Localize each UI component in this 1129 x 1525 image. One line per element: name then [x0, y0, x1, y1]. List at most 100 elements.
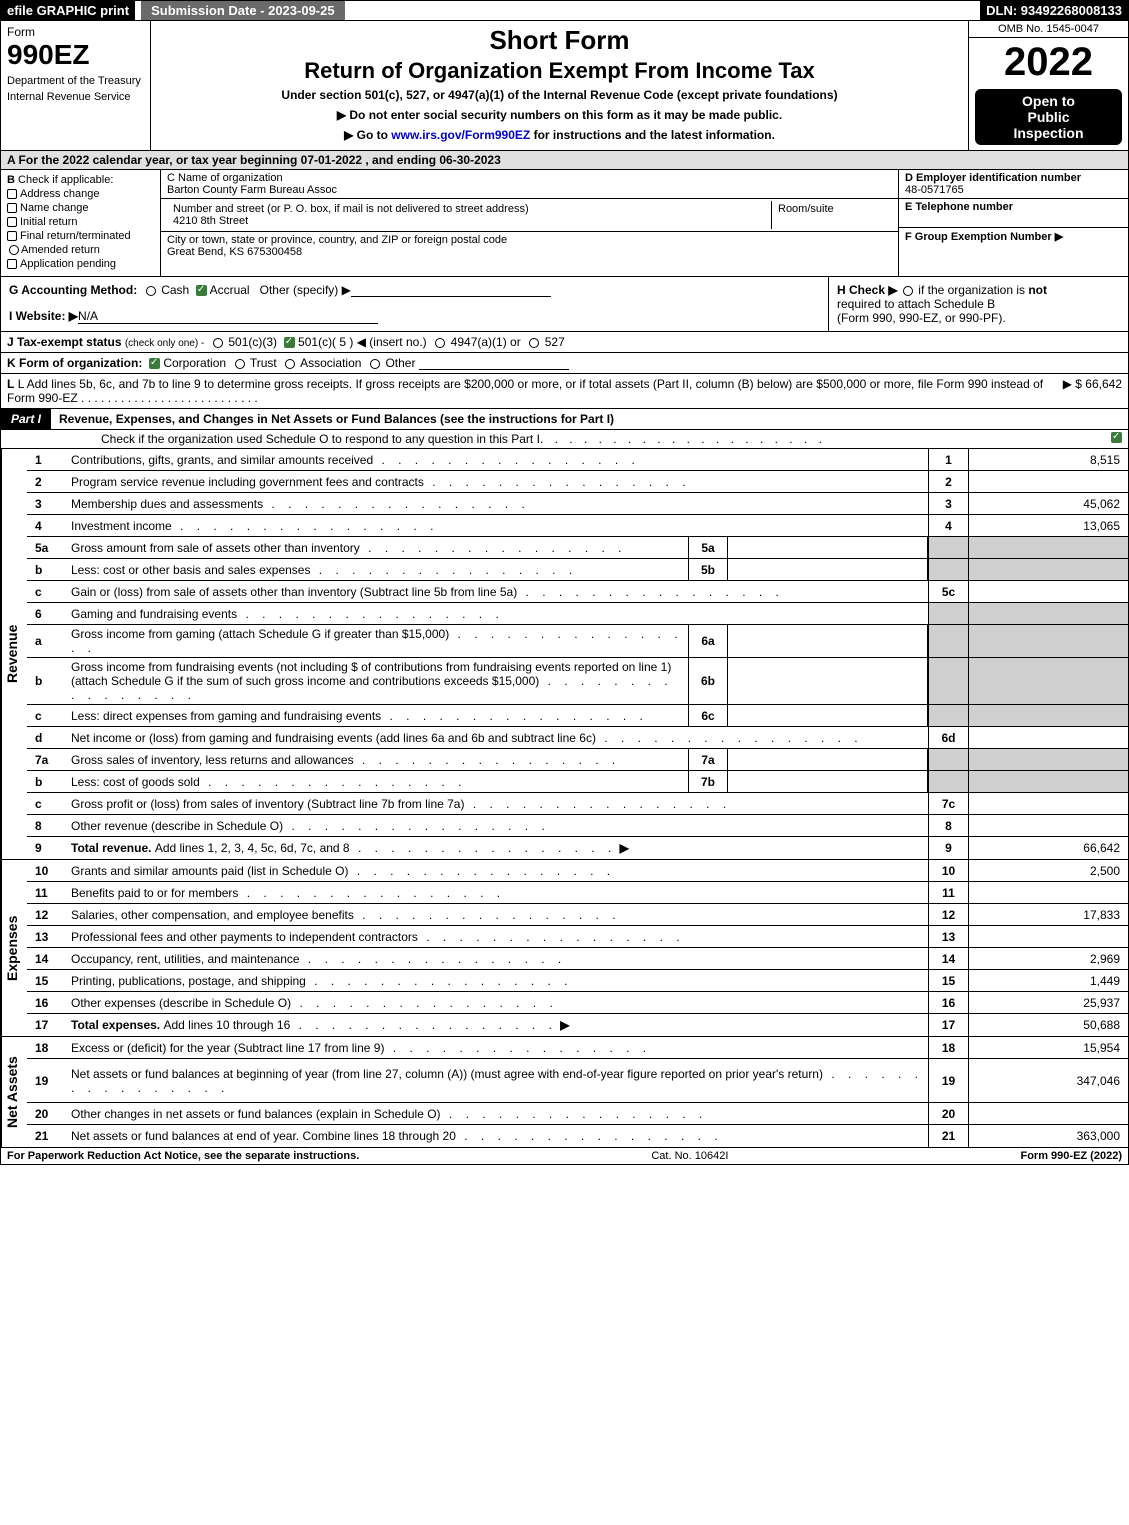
table-row: 20Other changes in net assets or fund ba…	[27, 1103, 1128, 1125]
j-sub: (check only one) -	[125, 338, 204, 349]
row-description: Total expenses. Add lines 10 through 16 …	[67, 1016, 928, 1034]
row-number: d	[27, 729, 67, 747]
row-number: b	[27, 773, 67, 791]
radio-icon[interactable]	[435, 338, 445, 348]
row-number: 20	[27, 1105, 67, 1123]
header-center: Short Form Return of Organization Exempt…	[151, 21, 968, 150]
checkbox-checked-icon[interactable]	[149, 358, 160, 369]
check-name-change: Name change	[7, 202, 154, 214]
radio-icon[interactable]	[285, 359, 295, 369]
col-b: B Check if applicable: Address change Na…	[1, 170, 161, 276]
table-row: aGross income from gaming (attach Schedu…	[27, 625, 1128, 658]
amount-value: 50,688	[968, 1014, 1128, 1036]
row-description: Gain or (loss) from sale of assets other…	[67, 583, 928, 601]
amount-grey	[968, 603, 1128, 624]
footer-center: Cat. No. 10642I	[651, 1150, 728, 1162]
row-description: Occupancy, rent, utilities, and maintena…	[67, 950, 928, 968]
amount-value: 17,833	[968, 904, 1128, 925]
table-row: 4Investment income . . . . . . . . . . .…	[27, 515, 1128, 537]
row-description: Total revenue. Add lines 1, 2, 3, 4, 5c,…	[67, 839, 928, 857]
instr2-pre: ▶ Go to	[344, 128, 391, 142]
row-number: 21	[27, 1127, 67, 1145]
amount-value	[968, 882, 1128, 903]
checkbox-checked-icon[interactable]	[1111, 432, 1122, 443]
accrual-label: Accrual	[210, 283, 250, 297]
row-description: Benefits paid to or for members . . . . …	[67, 884, 928, 902]
org-name: Barton County Farm Bureau Assoc	[167, 184, 892, 196]
radio-icon[interactable]	[370, 359, 380, 369]
part1-sub: Check if the organization used Schedule …	[0, 430, 1129, 449]
row-description: Excess or (deficit) for the year (Subtra…	[67, 1039, 928, 1057]
checkbox-icon[interactable]	[7, 189, 17, 199]
f-label: F Group Exemption Number ▶	[905, 230, 1122, 243]
radio-icon[interactable]	[213, 338, 223, 348]
j-label: J Tax-exempt status	[7, 335, 122, 349]
k-trust: Trust	[250, 356, 277, 370]
row-description: Gaming and fundraising events . . . . . …	[67, 605, 928, 623]
footer: For Paperwork Reduction Act Notice, see …	[0, 1148, 1129, 1165]
checkbox-icon[interactable]	[7, 231, 17, 241]
dln-label: DLN: 93492268008133	[980, 1, 1128, 20]
row-description: Other changes in net assets or fund bala…	[67, 1105, 928, 1123]
d-label: D Employer identification number	[905, 172, 1122, 184]
row-number: c	[27, 707, 67, 725]
amount-value	[968, 581, 1128, 602]
amount-value: 15,954	[968, 1037, 1128, 1058]
header-block: Form 990EZ Department of the Treasury In…	[0, 21, 1129, 151]
radio-icon[interactable]	[9, 245, 19, 255]
part1-label: Part I	[1, 409, 51, 429]
open-public-badge: Open to Public Inspection	[975, 89, 1122, 145]
row-description: Grants and similar amounts paid (list in…	[67, 862, 928, 880]
row-description: Gross sales of inventory, less returns a…	[67, 751, 688, 769]
amount-value	[968, 926, 1128, 947]
radio-icon[interactable]	[235, 359, 245, 369]
check-label: Final return/terminated	[20, 230, 131, 242]
row-description: Less: direct expenses from gaming and fu…	[67, 707, 688, 725]
line-number: 9	[928, 837, 968, 859]
line-k: K Form of organization: Corporation Trus…	[0, 353, 1129, 374]
radio-icon[interactable]	[903, 286, 913, 296]
irs-link[interactable]: www.irs.gov/Form990EZ	[391, 128, 530, 142]
checkbox-checked-icon[interactable]	[196, 285, 207, 296]
radio-icon[interactable]	[146, 286, 156, 296]
part1-header: Part I Revenue, Expenses, and Changes in…	[0, 409, 1129, 430]
row-number: 11	[27, 884, 67, 902]
j-501c: 501(c)( 5 ) ◀ (insert no.)	[298, 335, 427, 349]
revenue-section: Revenue 1Contributions, gifts, grants, a…	[0, 449, 1129, 860]
part1-title: Revenue, Expenses, and Changes in Net As…	[51, 409, 1128, 429]
line-number: 21	[928, 1125, 968, 1147]
check-amended-return: Amended return	[7, 244, 154, 256]
table-row: 8Other revenue (describe in Schedule O) …	[27, 815, 1128, 837]
line-number: 18	[928, 1037, 968, 1058]
checkbox-checked-icon[interactable]	[284, 337, 295, 348]
table-row: cGross profit or (loss) from sales of in…	[27, 793, 1128, 815]
city-value: Great Bend, KS 675300458	[167, 246, 892, 258]
table-row: 11Benefits paid to or for members . . . …	[27, 882, 1128, 904]
checkbox-icon[interactable]	[7, 259, 17, 269]
b-letter: B	[7, 174, 15, 186]
k-assoc: Association	[300, 356, 361, 370]
table-row: 12Salaries, other compensation, and empl…	[27, 904, 1128, 926]
table-row: 14Occupancy, rent, utilities, and mainte…	[27, 948, 1128, 970]
row-number: 8	[27, 817, 67, 835]
street-block: Number and street (or P. O. box, if mail…	[161, 199, 898, 232]
row-description: Salaries, other compensation, and employ…	[67, 906, 928, 924]
row-description: Membership dues and assessments . . . . …	[67, 495, 928, 513]
amount-value: 2,969	[968, 948, 1128, 969]
row-description: Net assets or fund balances at beginning…	[67, 1065, 928, 1097]
h-text2: required to attach Schedule B	[837, 297, 1120, 311]
check-label: Address change	[20, 188, 100, 200]
amount-value	[968, 815, 1128, 836]
telephone-block: E Telephone number	[899, 199, 1128, 228]
other-blank	[351, 296, 551, 297]
open-line1: Open to	[979, 93, 1118, 109]
row-number: 10	[27, 862, 67, 880]
mini-value	[728, 537, 928, 558]
mini-line-number: 6a	[688, 625, 728, 657]
amount-grey	[968, 559, 1128, 580]
line-number: 2	[928, 471, 968, 492]
radio-icon[interactable]	[529, 338, 539, 348]
table-row: 19Net assets or fund balances at beginni…	[27, 1059, 1128, 1103]
checkbox-icon[interactable]	[7, 217, 17, 227]
checkbox-icon[interactable]	[7, 203, 17, 213]
